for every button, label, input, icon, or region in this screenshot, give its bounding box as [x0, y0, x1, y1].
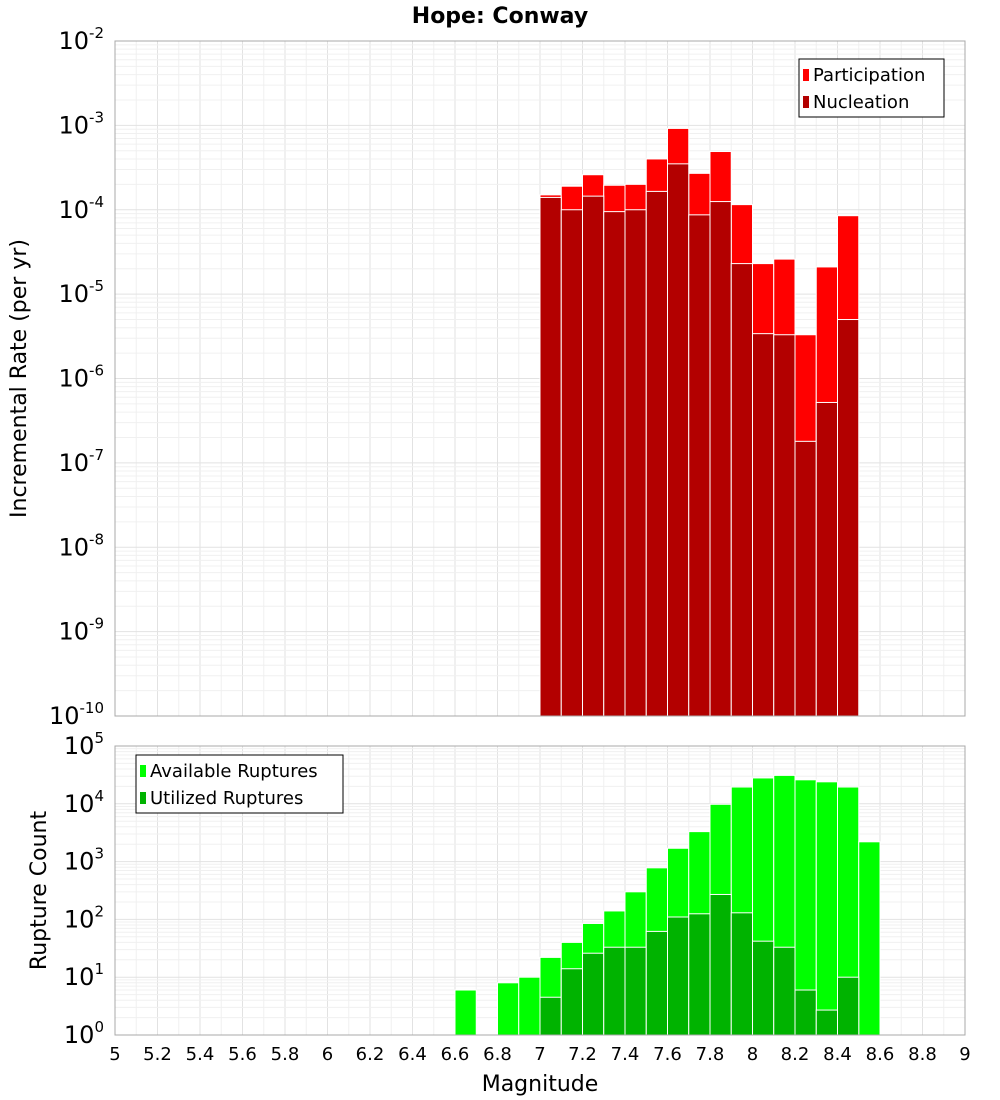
available-ruptures-bar [454, 989, 477, 1036]
utilized-ruptures-bar [624, 946, 647, 1036]
rate-legend: Participation Nucleation [798, 58, 945, 118]
x-tick-label: 6.4 [398, 1044, 427, 1065]
y-tick-label: 10-10 [49, 699, 104, 730]
nucleation-bar [709, 201, 732, 717]
nucleation-bar [837, 319, 860, 717]
y-tick-label: 103 [64, 845, 104, 876]
legend-box [135, 754, 344, 814]
y-tick-label: 102 [64, 902, 104, 933]
x-tick-label: 7.2 [568, 1044, 597, 1065]
legend-swatch [140, 792, 146, 804]
legend-box [798, 58, 945, 118]
nucleation-bar [815, 401, 838, 717]
legend-swatch [803, 69, 809, 81]
utilized-ruptures-bar [794, 989, 817, 1036]
utilized-ruptures-bar [815, 1009, 838, 1036]
x-tick-label: 7 [534, 1044, 545, 1065]
nucleation-bar [752, 333, 775, 717]
plot-border [114, 40, 966, 717]
utilized-ruptures-bar [667, 916, 690, 1036]
x-tick-label: 6.6 [441, 1044, 470, 1065]
legend-swatch [803, 96, 809, 108]
utilized-ruptures-bar [645, 930, 668, 1036]
y-tick-label: 101 [64, 960, 104, 991]
y-tick-label: 104 [64, 787, 104, 818]
y-axis-label: Incremental Rate (per yr) [7, 239, 32, 518]
x-tick-label: 6.8 [483, 1044, 512, 1065]
count-panel: 100 101 102 103 104 105 Rupture Count 5 5.2 5.4 5.… [27, 729, 971, 1097]
utilized-ruptures-bar [539, 996, 562, 1036]
y-tick-label: 10-5 [58, 277, 104, 308]
count-legend: Available Ruptures Utilized Ruptures [135, 754, 344, 814]
x-tick-label: 8.4 [823, 1044, 852, 1065]
utilized-ruptures-bar [560, 968, 583, 1036]
legend-label: Nucleation [813, 92, 909, 113]
nucleation-bar [794, 440, 817, 717]
x-tick-label: 5.6 [228, 1044, 257, 1065]
legend-label: Available Ruptures [150, 761, 318, 782]
nucleation-bar [645, 190, 668, 717]
y-tick-label: 10-6 [58, 362, 104, 393]
x-tick-label: 7.8 [696, 1044, 725, 1065]
x-tick-label: 5 [109, 1044, 120, 1065]
nucleation-bar [688, 214, 711, 717]
utilized-ruptures-bar [709, 893, 732, 1036]
x-tick-label: 5.4 [186, 1044, 215, 1065]
available-ruptures-bar [858, 841, 881, 1036]
available-ruptures-bar [518, 976, 541, 1036]
utilized-ruptures-bar [603, 946, 626, 1036]
x-tick-label: 8.2 [781, 1044, 810, 1065]
y-tick-label: 10-8 [58, 530, 104, 561]
x-tick-label: 9 [959, 1044, 970, 1065]
x-tick-label: 6 [322, 1044, 333, 1065]
x-tick-label: 8.6 [866, 1044, 895, 1065]
x-tick-label: 8.8 [908, 1044, 937, 1065]
legend-label: Participation [813, 65, 925, 86]
x-tick-label: 7.6 [653, 1044, 682, 1065]
rate-panel: 10-10 10-9 10-8 10-7 10-6 10-5 10-4 10-3 10-2 Hop… [7, 4, 966, 730]
utilized-ruptures-bar [773, 946, 796, 1036]
x-axis-label: Magnitude [482, 1072, 599, 1097]
nucleation-bar [730, 263, 753, 717]
y-axis-label: Rupture Count [27, 811, 52, 971]
y-tick-label: 10-9 [58, 615, 104, 646]
utilized-ruptures-bar [837, 976, 860, 1036]
available-ruptures-bar [497, 982, 520, 1036]
utilized-ruptures-bar [752, 940, 775, 1036]
x-tick-label: 5.2 [143, 1044, 172, 1065]
nucleation-bar [539, 196, 562, 717]
x-tick-label: 5.8 [271, 1044, 300, 1065]
chart-title: Hope: Conway [412, 4, 588, 29]
utilized-ruptures-bar [688, 913, 711, 1036]
plot-border [114, 745, 966, 1036]
y-tick-label: 10-7 [58, 446, 104, 477]
y-tick-label: 10-2 [58, 24, 104, 55]
x-tick-label: 6.2 [356, 1044, 385, 1065]
y-tick-label: 105 [64, 729, 104, 760]
y-tick-label: 10-3 [58, 108, 104, 139]
nucleation-bar [603, 211, 626, 717]
nucleation-bar [667, 163, 690, 717]
y-tick-label: 100 [64, 1018, 104, 1049]
available-ruptures-bar [815, 781, 838, 1036]
legend-label: Utilized Ruptures [150, 788, 303, 809]
nucleation-bar [582, 195, 605, 717]
y-tick-label: 10-4 [58, 193, 104, 224]
x-tick-label: 8 [747, 1044, 758, 1065]
utilized-ruptures-bar [582, 952, 605, 1036]
x-tick-label: 7.4 [611, 1044, 640, 1065]
nucleation-bar [560, 209, 583, 717]
nucleation-bar [624, 209, 647, 717]
utilized-ruptures-bar [730, 912, 753, 1036]
nucleation-bar [773, 334, 796, 717]
legend-swatch [140, 765, 146, 777]
